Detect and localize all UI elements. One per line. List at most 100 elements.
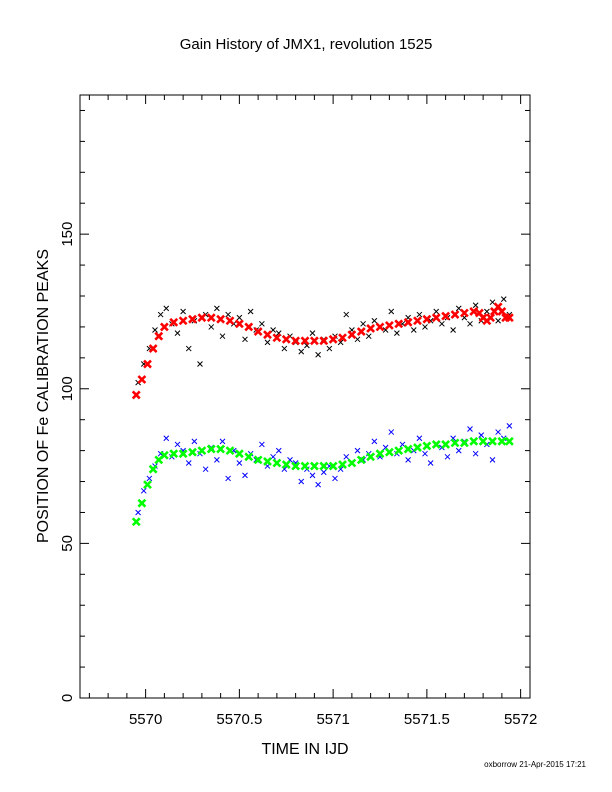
data-point-raw-upper: [484, 308, 490, 315]
data-point-fit-lower: [148, 464, 158, 474]
data-point-raw-upper: [410, 327, 417, 333]
data-point-raw-lower: [298, 478, 305, 485]
data-point-raw-upper: [180, 308, 186, 315]
data-point-raw-upper: [152, 327, 158, 333]
data-point-fit-upper: [403, 317, 413, 327]
data-point-fit-upper: [384, 320, 394, 330]
data-point-fit-lower: [403, 444, 413, 454]
data-point-raw-lower: [472, 450, 479, 457]
data-point-raw-lower: [416, 435, 423, 442]
data-point-fit-upper: [216, 314, 226, 324]
data-point-fit-upper: [422, 314, 432, 324]
data-point-fit-upper: [188, 314, 197, 324]
data-point-fit-upper: [225, 316, 235, 326]
data-point-fit-upper: [486, 313, 496, 323]
data-point-fit-lower: [272, 458, 282, 468]
y-tick-label: 50: [59, 535, 76, 552]
data-point-fit-upper: [338, 333, 347, 343]
data-point-fit-lower: [384, 447, 394, 457]
data-point-raw-lower: [140, 487, 147, 494]
data-point-fit-lower: [234, 449, 244, 459]
data-point-fit-lower: [469, 436, 479, 446]
data-point-raw-upper: [264, 339, 271, 346]
data-point-fit-upper: [291, 336, 301, 346]
y-tick-label: 100: [59, 376, 76, 401]
data-point-raw-lower: [315, 481, 321, 488]
data-point-raw-upper: [225, 311, 231, 318]
data-point-fit-lower: [375, 449, 385, 459]
data-point-raw-upper: [500, 296, 507, 302]
data-point-fit-upper: [300, 336, 310, 346]
data-point-raw-lower: [191, 438, 198, 445]
data-point-fit-lower: [159, 450, 169, 460]
data-point-fit-lower: [504, 436, 514, 446]
data-point-fit-lower: [206, 444, 216, 454]
data-point-fit-upper: [459, 308, 469, 318]
data-point-raw-upper: [495, 317, 501, 324]
data-point-fit-upper: [356, 327, 366, 336]
x-tick-label: 5570.5: [216, 711, 262, 728]
data-point-fit-upper: [244, 322, 254, 332]
data-point-raw-lower: [320, 469, 327, 476]
data-point-fit-lower: [356, 455, 366, 465]
data-point-fit-lower: [431, 440, 441, 449]
data-point-fit-lower: [309, 461, 319, 471]
data-point-raw-lower: [506, 423, 513, 429]
data-point-fit-upper: [319, 336, 329, 346]
data-point-fit-lower: [497, 436, 507, 446]
data-point-raw-upper: [439, 320, 445, 327]
data-point-raw-lower: [259, 441, 265, 448]
data-point-raw-lower: [135, 509, 141, 516]
data-point-raw-upper: [174, 330, 181, 336]
data-point-raw-lower: [202, 466, 209, 473]
y-tick-label: 150: [59, 222, 76, 247]
data-point-raw-lower: [478, 432, 485, 439]
data-point-fit-upper: [375, 322, 385, 332]
data-point-fit-upper: [394, 319, 404, 329]
footer-note: oxborrow 21-Apr-2015 17:21: [484, 760, 586, 769]
data-point-raw-upper: [394, 330, 400, 336]
data-point-fit-upper: [413, 316, 422, 326]
data-point-raw-upper: [472, 302, 479, 309]
data-point-raw-upper: [214, 305, 220, 312]
data-point-fit-lower: [441, 440, 451, 449]
data-point-raw-upper: [219, 333, 226, 340]
y-tick-label: 0: [59, 694, 76, 702]
data-point-fit-upper: [366, 324, 376, 333]
data-point-fit-upper: [143, 359, 152, 369]
data-point-raw-lower: [343, 453, 350, 460]
data-point-raw-upper: [422, 324, 428, 330]
data-point-raw-lower: [489, 457, 496, 463]
data-point-fit-upper: [504, 313, 514, 323]
data-point-fit-lower: [197, 446, 207, 456]
data-point-fit-lower: [178, 449, 188, 459]
data-point-fit-upper: [309, 336, 319, 346]
data-point-raw-lower: [422, 450, 428, 457]
data-point-fit-lower: [263, 457, 272, 466]
data-point-raw-lower: [467, 426, 473, 432]
data-point-fit-upper: [131, 390, 141, 400]
data-point-fit-upper: [137, 375, 147, 384]
data-point-raw-upper: [236, 314, 243, 321]
data-point-fit-upper: [197, 313, 207, 323]
data-point-fit-lower: [281, 460, 291, 469]
data-point-raw-upper: [326, 345, 333, 352]
data-point-raw-lower: [185, 460, 192, 466]
x-tick-label: 5570: [129, 711, 162, 728]
data-point-raw-lower: [236, 460, 243, 466]
x-tick-labels: 5570 5570.5 5571 5571.5 5572: [129, 711, 537, 728]
data-point-raw-upper: [365, 333, 372, 340]
data-point-fit-upper: [263, 330, 272, 340]
data-point-fit-lower: [253, 455, 263, 465]
data-point-fit-lower: [319, 461, 329, 471]
data-point-fit-lower: [488, 436, 497, 446]
data-point-fit-lower: [300, 461, 310, 471]
data-point-fit-upper: [441, 311, 451, 321]
data-point-fit-upper: [253, 327, 263, 336]
x-tick-label: 5571.5: [404, 711, 450, 728]
data-point-raw-upper: [242, 336, 248, 343]
data-point-fit-lower: [422, 441, 432, 451]
data-point-raw-upper: [259, 320, 265, 327]
data-point-fit-lower: [450, 438, 460, 448]
data-point-raw-upper: [157, 311, 164, 318]
